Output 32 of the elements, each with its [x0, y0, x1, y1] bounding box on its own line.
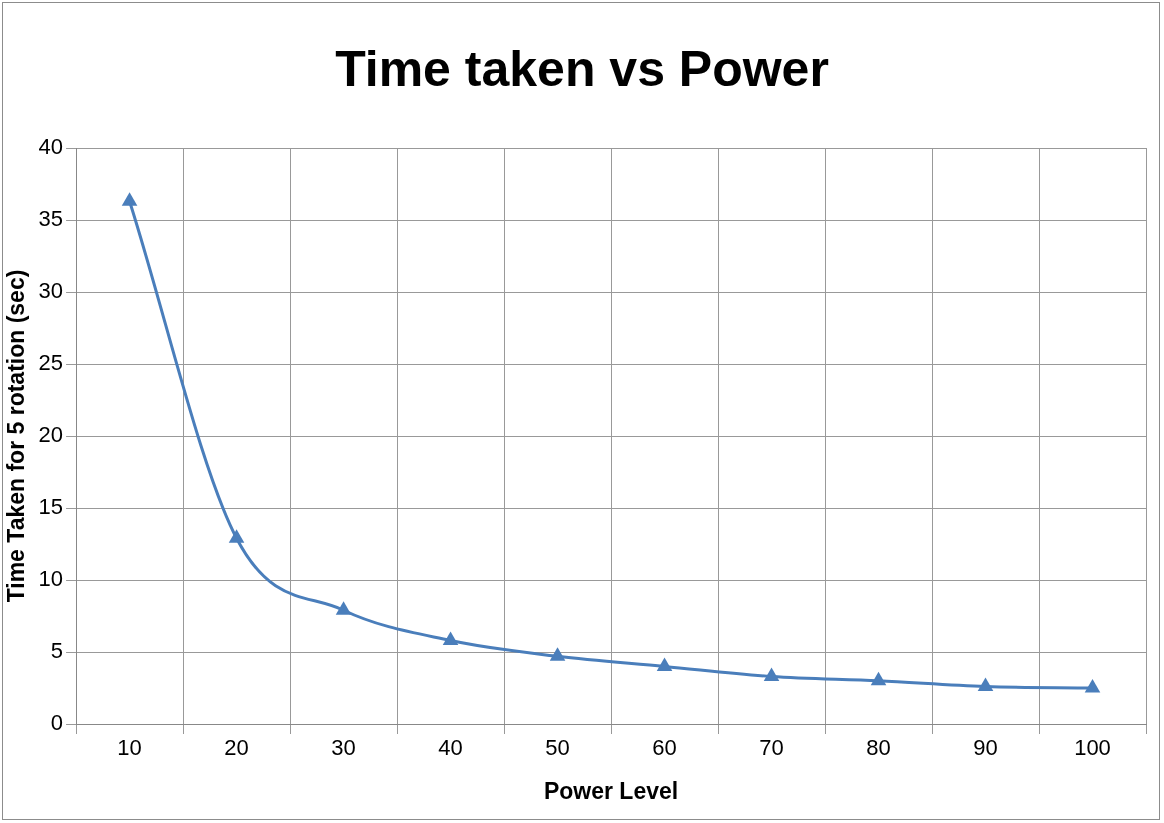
x-tick-label: 30 [331, 735, 356, 761]
y-tick-label: 10 [38, 566, 64, 592]
y-tick-label: 30 [38, 278, 64, 304]
x-tick-label: 100 [1074, 735, 1111, 761]
y-tick-label: 15 [38, 494, 64, 520]
x-tick-label: 80 [866, 735, 891, 761]
chart-title: Time taken vs Power [334, 40, 830, 98]
point [442, 631, 459, 645]
y-tick-label: 0 [50, 710, 64, 736]
x-axis-title: Power Level [543, 777, 679, 804]
y-tick-label: 40 [38, 134, 64, 160]
y-axis-title: Time Taken for 5 rotation (sec) [3, 269, 30, 603]
y-tick-label: 25 [38, 350, 64, 376]
x-tick-label: 40 [438, 735, 463, 761]
point [763, 667, 780, 681]
y-tick-label: 35 [38, 206, 64, 232]
x-tick-label: 10 [117, 735, 142, 761]
point [228, 529, 245, 543]
x-tick-label: 60 [652, 735, 677, 761]
point [977, 677, 994, 692]
x-tick-label: 90 [973, 735, 998, 761]
y-tick-label: 5 [50, 638, 64, 664]
x-tick-label: 70 [759, 735, 784, 761]
point [870, 671, 887, 686]
x-tick-label: 20 [224, 735, 249, 761]
point [656, 657, 673, 671]
point [335, 601, 352, 615]
x-tick-label: 50 [545, 735, 570, 761]
point [549, 647, 566, 661]
point [1084, 679, 1101, 693]
y-tick-label: 20 [38, 422, 64, 448]
point [121, 192, 138, 206]
